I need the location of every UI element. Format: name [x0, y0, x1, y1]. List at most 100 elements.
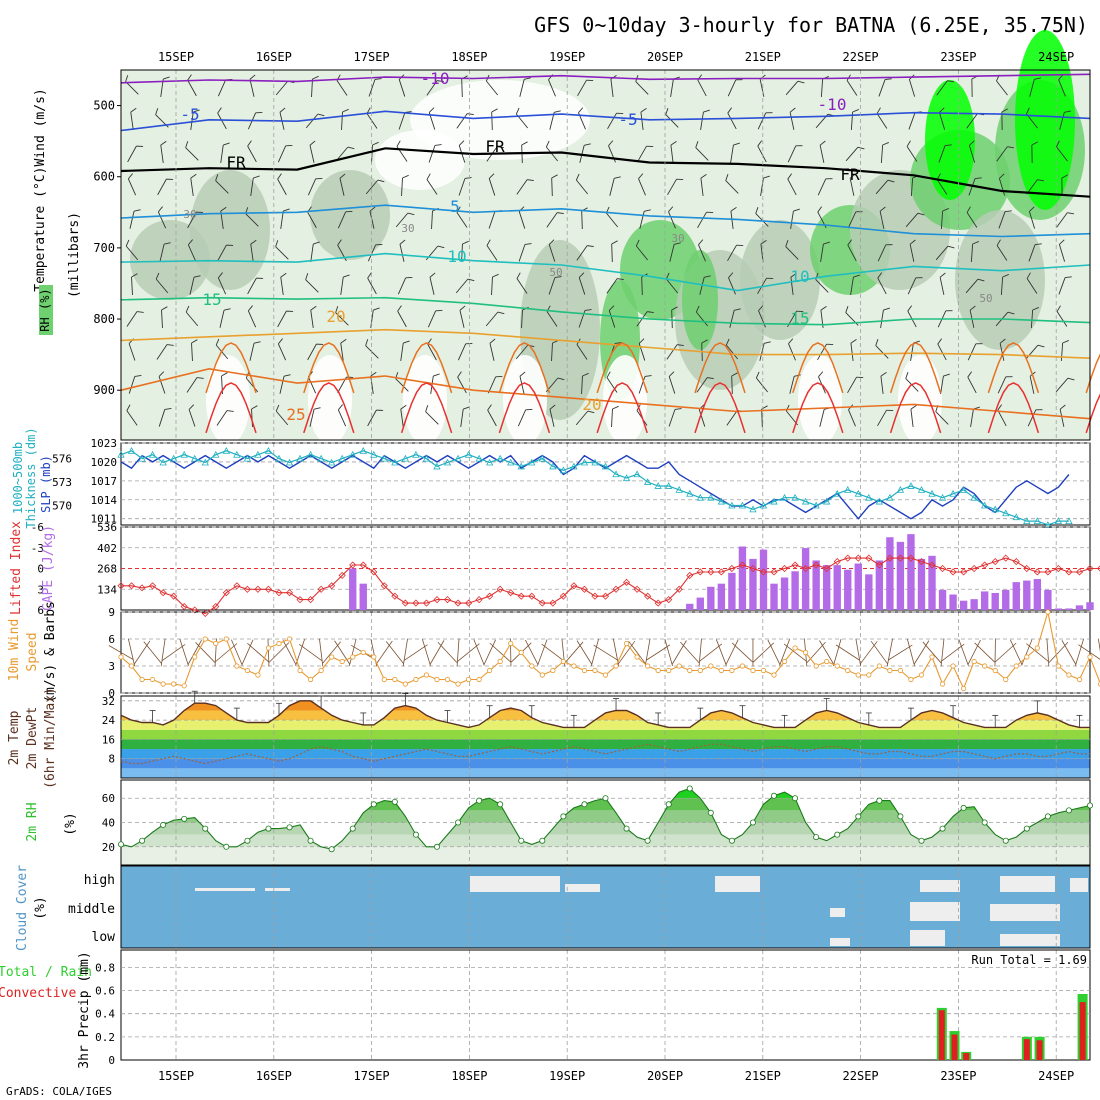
wind-barb-flag	[999, 173, 1005, 179]
wind-barb	[108, 645, 134, 660]
wind-barb-flag	[608, 305, 615, 311]
thickness-marker	[780, 493, 789, 501]
thickness-marker	[844, 486, 852, 493]
wind-barb-flag	[668, 206, 674, 213]
wind-barb-flag	[346, 376, 354, 378]
wind-barb	[1097, 638, 1100, 667]
rh-marker	[1002, 837, 1009, 844]
wind-barb	[456, 113, 474, 129]
wind-barb-staff	[611, 243, 613, 263]
wind-barb-staff	[404, 644, 428, 661]
wind-barb-staff	[456, 212, 468, 228]
isotherm-30-dome	[205, 382, 257, 434]
wind-barb-staff	[518, 211, 526, 229]
wind-barb-flag	[155, 272, 160, 280]
wind-barb-flag	[1037, 179, 1044, 182]
cloud-cover-label: Cloud Cover	[15, 865, 30, 951]
wind-barb	[695, 141, 709, 161]
wind-barb-flag	[347, 146, 355, 150]
wind-barb-flag	[977, 278, 985, 282]
isotherm-label: -5	[618, 110, 637, 129]
li-marker	[170, 592, 178, 600]
wind-speed-marker	[908, 676, 914, 683]
wind-barb-flag	[1002, 274, 1009, 278]
wind-barb	[1046, 638, 1050, 667]
wind-barb-flag	[612, 405, 619, 410]
wind-speed-marker	[571, 663, 577, 669]
cloud-cell	[990, 904, 1060, 921]
wind-barb	[404, 644, 428, 661]
wind-barb	[340, 338, 347, 361]
wind-barb	[997, 404, 1007, 427]
wind-barb	[1028, 206, 1036, 229]
wind-barb-staff	[546, 311, 558, 327]
thickness-marker	[981, 501, 989, 509]
wind-barb-staff	[910, 409, 914, 427]
wind-barb	[967, 371, 977, 394]
wind-tick: 6	[108, 633, 115, 646]
cloud-cell	[910, 930, 945, 946]
wind-barb-flag	[313, 241, 320, 245]
thickness-marker	[1023, 517, 1031, 524]
li-marker	[812, 561, 820, 569]
wind-barb	[1058, 276, 1072, 295]
wind-barb	[967, 639, 981, 666]
wind-barb-flag	[253, 341, 261, 344]
wind-barb-staff	[611, 408, 613, 428]
wind-barb-flag	[818, 371, 824, 378]
wind-barb-staff	[1026, 113, 1038, 129]
li-marker	[528, 592, 536, 600]
thickness-marker	[686, 489, 694, 497]
wind-barb-flag	[820, 305, 827, 311]
wind-barb-flag	[849, 173, 856, 179]
wind-barb-staff	[607, 112, 617, 130]
wind-barb-staff	[429, 277, 435, 295]
wind-speed-marker	[434, 676, 440, 683]
wind-barb-flag	[127, 173, 133, 180]
wind-barb-flag	[725, 174, 729, 181]
thickness-marker	[580, 458, 589, 466]
wind-barb-staff	[1027, 409, 1037, 427]
wind-barb-flag	[1034, 77, 1041, 80]
wind-barb-flag	[587, 245, 594, 248]
isotherm-25	[120, 367, 1091, 420]
thickness-marker	[127, 446, 136, 454]
wind-barb-flag	[545, 140, 550, 148]
wind-barb-flag	[785, 240, 789, 247]
wind-barb	[847, 376, 864, 394]
wind-barb-staff	[485, 311, 499, 327]
wind-barb-flag	[704, 275, 711, 278]
li-marker	[138, 584, 146, 592]
wind-speed-marker	[961, 685, 967, 692]
wind-barb-flag	[939, 107, 945, 113]
wind-barb-staff	[700, 178, 704, 196]
wind-barb-staff	[936, 179, 948, 195]
wind-barb	[789, 107, 796, 130]
wind-barb-staff	[700, 112, 704, 130]
precip-convective-bar	[1079, 1002, 1086, 1060]
pressure-tick: 500	[93, 99, 115, 113]
wind-barb	[1059, 110, 1071, 130]
wind-barb-staff	[860, 641, 878, 664]
wind-speed-marker	[634, 654, 640, 660]
isotherm-label: 5	[450, 197, 460, 216]
wind-barb-flag	[397, 305, 402, 312]
cloud-unit-label: (%)	[33, 896, 48, 919]
wind-barb-staff	[545, 146, 559, 162]
wind-barb-flag	[464, 177, 472, 179]
wind-barb	[880, 142, 889, 164]
wind-barb-staff	[817, 178, 827, 196]
li-marker	[802, 564, 810, 573]
wind-barb-staff	[456, 638, 460, 667]
wind-barb-staff	[941, 643, 965, 662]
wind-barb-staff	[664, 638, 673, 667]
wind-barb-staff	[877, 244, 887, 262]
wind-barb-flag	[255, 112, 263, 114]
wind-speed-marker	[992, 667, 998, 674]
wind-barb-staff	[638, 178, 646, 196]
wind-speed-marker	[297, 667, 303, 674]
li-marker	[507, 589, 515, 597]
wind-barb	[427, 310, 443, 328]
